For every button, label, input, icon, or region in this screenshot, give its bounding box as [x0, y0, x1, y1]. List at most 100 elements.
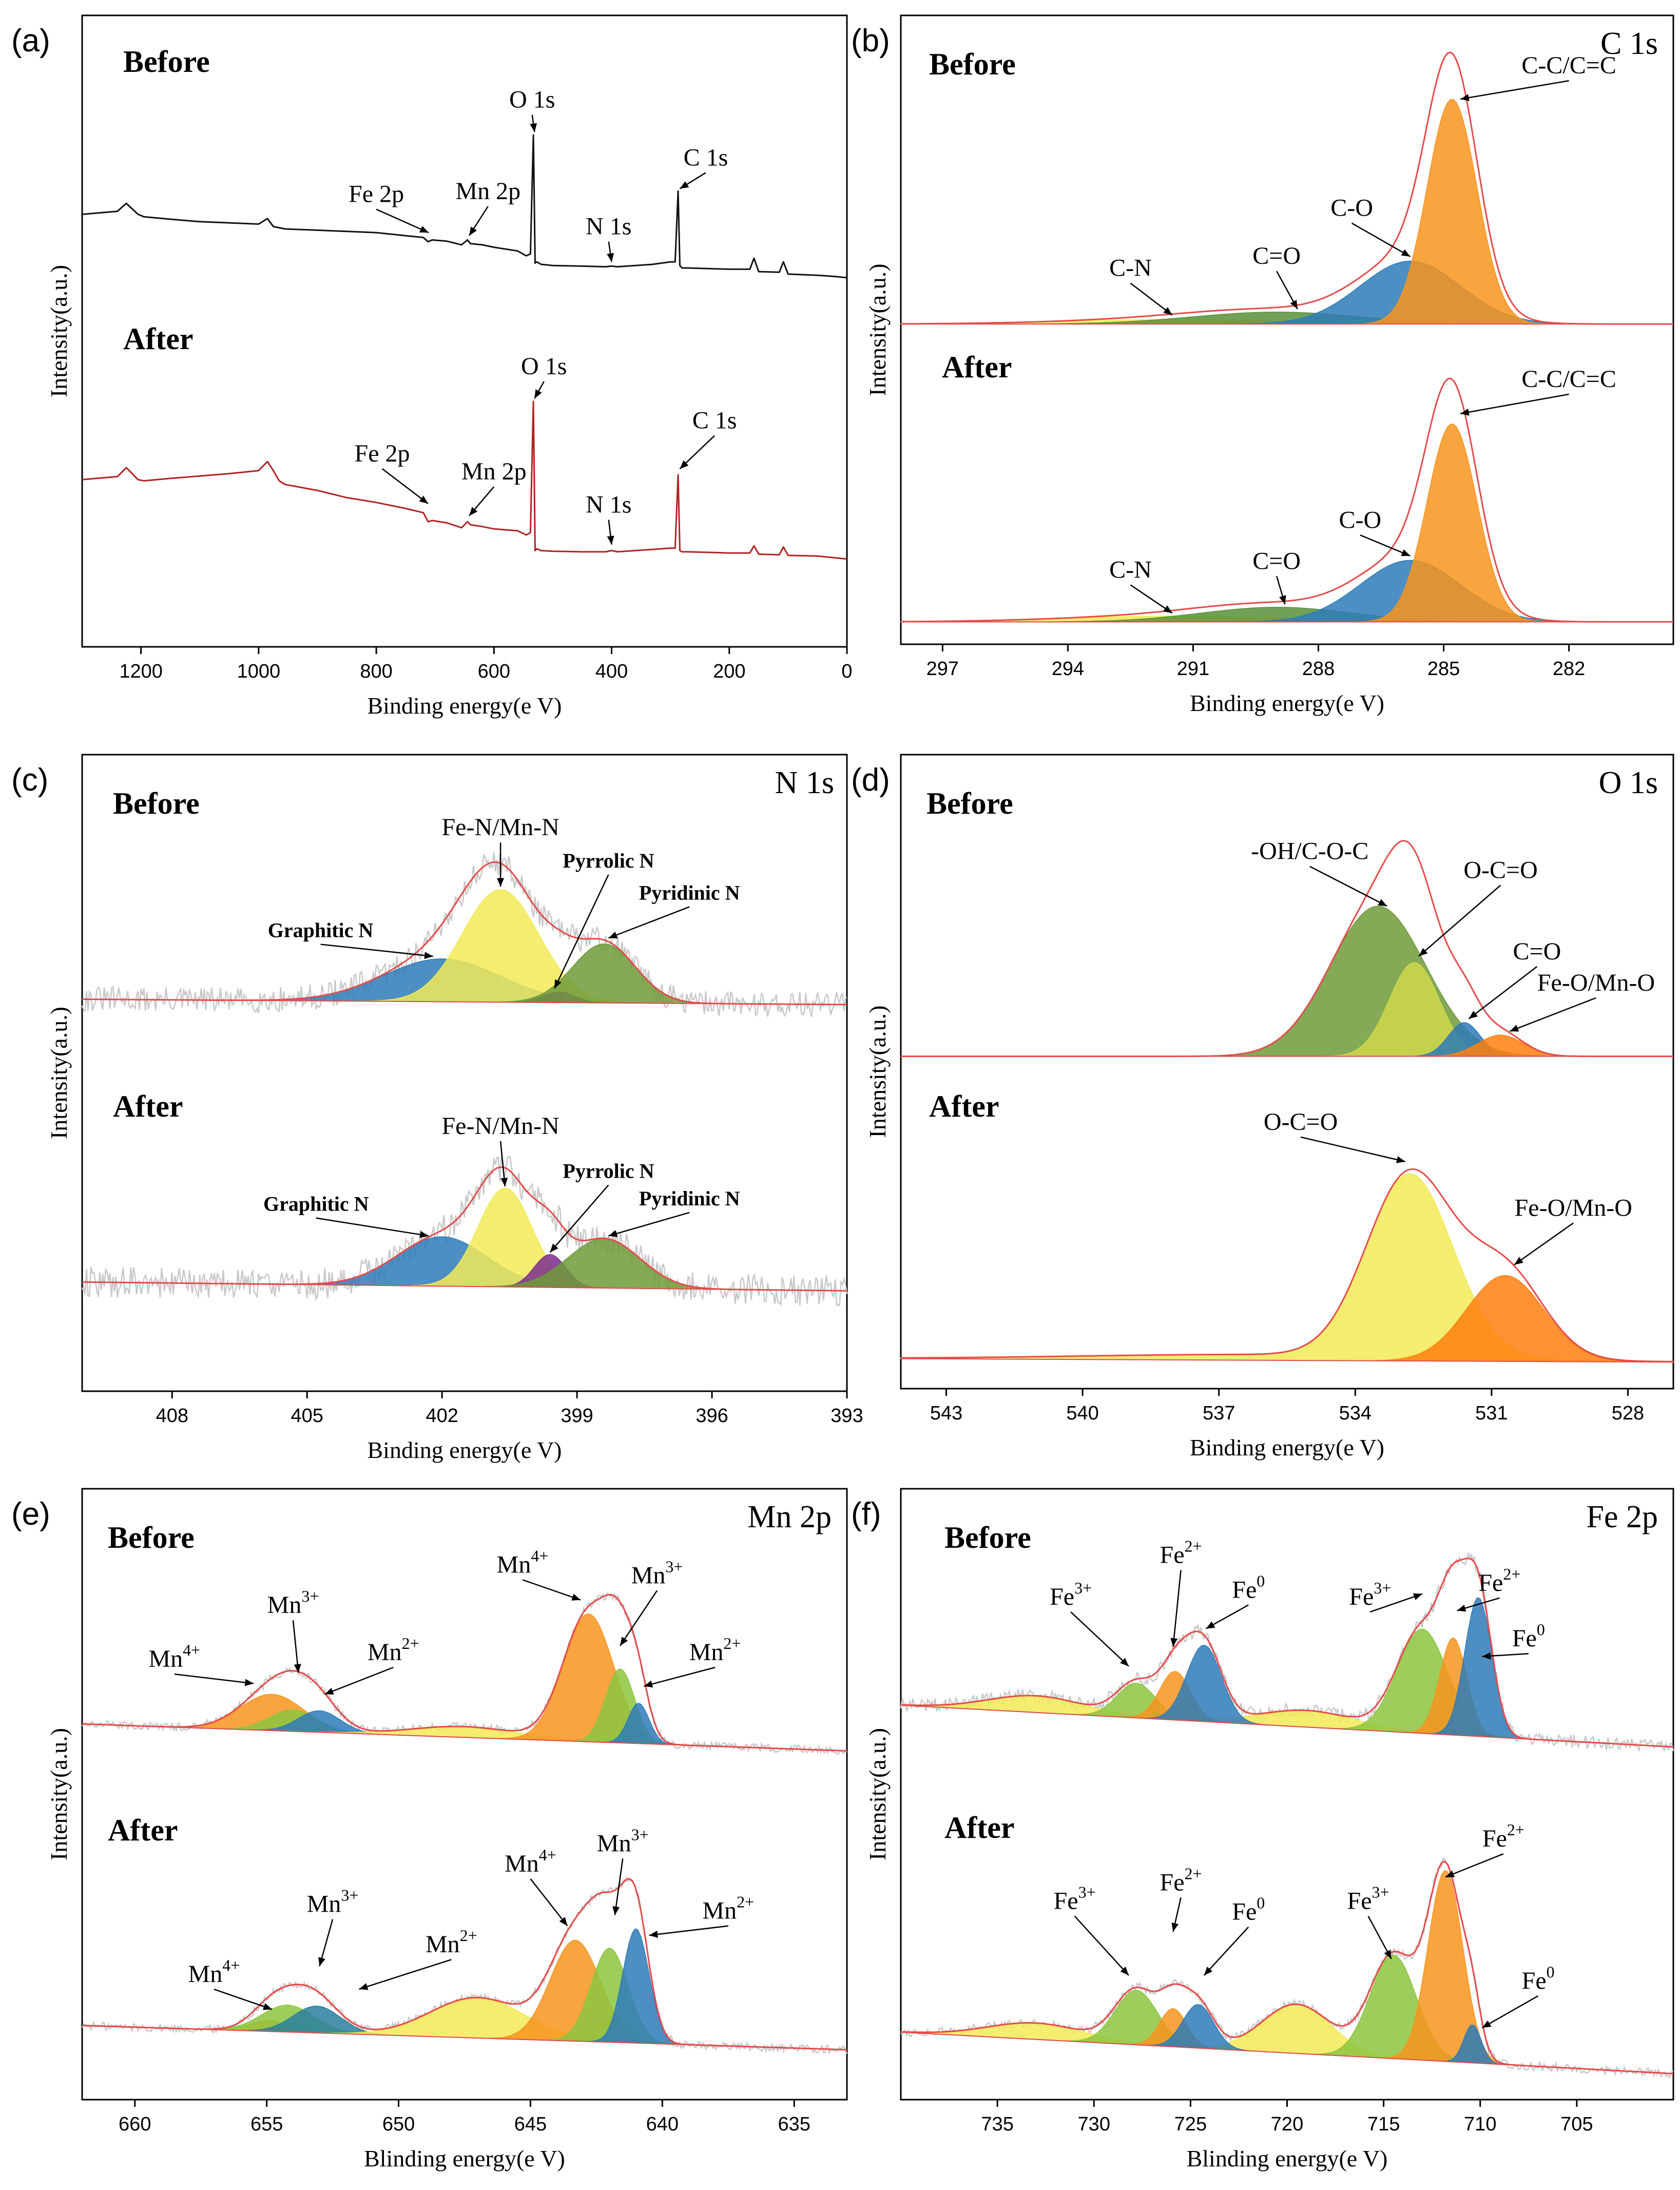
- x-tick-label: 800: [360, 661, 392, 682]
- panel-f-fe2p-spectra: 735 730 725 720 715 710 705 Blinding energy(e V…: [851, 1488, 1674, 2172]
- x-tick-label: 282: [1553, 658, 1585, 680]
- annotation-arrowhead: [1163, 307, 1172, 315]
- x-tick-label: 402: [426, 1405, 458, 1427]
- annotation-text: Fe: [1160, 1869, 1185, 1896]
- annotation-arrowhead: [1171, 1923, 1179, 1932]
- annotation-arrowhead: [612, 1906, 620, 1915]
- peak-annotation: C-C/C=C: [1521, 366, 1616, 393]
- annotation-superscript: 2+: [402, 1634, 419, 1653]
- annotation-arrowhead: [500, 1177, 508, 1187]
- panel-label: (e): [11, 1496, 50, 1532]
- y-axis-label: Intensity(a.u.): [46, 265, 72, 397]
- x-tick-label: 537: [1203, 1403, 1235, 1424]
- annotation-arrowhead: [294, 1664, 301, 1673]
- annotation-text: Fe: [1232, 1898, 1257, 1926]
- annotation-arrowhead: [1396, 1156, 1405, 1163]
- x-axis-label: Blinding energy(e V): [1187, 2145, 1388, 2172]
- x-axis-label: Binding energy(e V): [1190, 690, 1384, 716]
- peak-annotation: C=O: [1252, 242, 1301, 270]
- peak-annotation: C-O: [1330, 195, 1373, 222]
- annotation-arrowhead: [1445, 1870, 1455, 1877]
- annotation-arrowhead: [1120, 1658, 1129, 1666]
- annotation-text: C-O: [1330, 195, 1373, 222]
- peak-annotation: Fe-O/Mn-O: [1515, 1194, 1632, 1221]
- stack-label-after: After: [942, 350, 1012, 384]
- plot-frame: [81, 754, 848, 1392]
- plot-frame: [81, 1488, 848, 2101]
- background-baseline: [82, 1281, 847, 1292]
- background-baseline: [82, 2025, 847, 2050]
- peak-annotation: Mn 2p: [456, 178, 521, 205]
- annotation-arrow: [1300, 1136, 1405, 1162]
- envelope-fit-line: [901, 1168, 1674, 1362]
- peak-annotation: Fe2+: [1478, 1565, 1520, 1597]
- envelope-fit-line: [901, 377, 1673, 623]
- peak-annotation: C-O: [1339, 506, 1382, 533]
- annotation-arrowhead: [1163, 605, 1172, 613]
- annotation-text: C 1s: [684, 144, 728, 171]
- annotation-superscript: 0: [1547, 1963, 1555, 1981]
- annotation-arrowhead: [1290, 300, 1298, 310]
- x-tick-label: 291: [1177, 658, 1209, 680]
- annotation-superscript: 4+: [183, 1641, 200, 1659]
- x-tick-label: 393: [831, 1405, 863, 1427]
- annotation-arrowhead: [1460, 408, 1470, 416]
- peak-component: [900, 2004, 1674, 2074]
- peak-annotation: Fe 2p: [355, 440, 410, 467]
- x-tick-label: 1000: [237, 661, 281, 682]
- raw-data-trace: [900, 1552, 1674, 1752]
- peak-component: [901, 424, 1673, 623]
- panel-title: O 1s: [1599, 765, 1658, 800]
- y-axis-label: Intensity(a.u.): [864, 263, 891, 396]
- annotation-arrow: [1309, 866, 1387, 907]
- x-tick-label: 640: [646, 2114, 679, 2135]
- peak-annotation: Graphitic N: [263, 1193, 369, 1216]
- peak-annotation: Graphitic N: [268, 919, 374, 942]
- x-tick-label: 1200: [119, 661, 163, 682]
- annotation-text: O 1s: [521, 353, 567, 380]
- raw-data-trace: [81, 852, 847, 1017]
- peak-annotation: Fe3+: [1349, 1579, 1391, 1610]
- panel-title: Mn 2p: [747, 1500, 832, 1534]
- annotation-arrowhead: [1279, 595, 1286, 605]
- background-baseline: [82, 998, 847, 1005]
- stack-label-after: After: [108, 1813, 178, 1847]
- peak-annotation: C-C/C=C: [1521, 52, 1616, 79]
- plot-frame: [81, 14, 848, 648]
- peak-annotation: Mn2+: [702, 1893, 754, 1925]
- annotation-arrowhead: [607, 253, 614, 262]
- peak-annotation: C 1s: [692, 407, 737, 434]
- x-tick-label: 635: [778, 2114, 810, 2135]
- panel-title: C 1s: [1600, 26, 1658, 61]
- y-axis-label: Intensity(a.u.): [864, 1005, 891, 1138]
- stack-before: C-C/C=C C-O C=O C-N: [900, 51, 1673, 325]
- annotation-arrowhead: [1120, 1966, 1129, 1975]
- annotation-arrow: [381, 468, 429, 505]
- annotation-text: Fe-O/Mn-O: [1537, 969, 1655, 996]
- annotation-text: Mn: [148, 1645, 183, 1673]
- peak-annotation: O 1s: [521, 353, 567, 380]
- annotation-text: C-N: [1109, 255, 1152, 282]
- annotation-arrow: [549, 1184, 609, 1253]
- annotation-superscript: 3+: [1074, 1579, 1092, 1597]
- x-axis-label: Binding energy(e V): [1190, 1434, 1384, 1461]
- annotation-arrowhead: [419, 1231, 429, 1238]
- peak-annotation: Fe2+: [1160, 1537, 1202, 1569]
- annotation-arrowhead: [1510, 1025, 1519, 1032]
- y-axis-label: Intensity(a.u.): [46, 1728, 72, 1860]
- annotation-superscript: 2+: [460, 1926, 477, 1945]
- stack-label-after: After: [929, 1089, 999, 1123]
- annotation-arrowhead: [244, 1679, 254, 1686]
- stack-before: -OH/C-O-C O-C=O C=O Fe-O/Mn-O: [901, 838, 1673, 1058]
- annotation-arrowhead: [534, 389, 542, 399]
- annotation-text: Fe: [1349, 1583, 1374, 1610]
- annotation-arrow: [554, 874, 609, 989]
- annotation-text: Fe-N/Mn-N: [441, 1112, 559, 1140]
- annotation-arrow: [1130, 282, 1173, 316]
- peak-annotation: Mn2+: [689, 1634, 741, 1666]
- annotation-text: Fe: [1482, 1825, 1507, 1852]
- annotation-text: Fe 2p: [355, 440, 410, 467]
- annotation-text: Mn: [188, 1961, 223, 1988]
- panel-label: (f): [851, 1496, 881, 1532]
- peak-annotation: Pyridinic N: [639, 1187, 740, 1210]
